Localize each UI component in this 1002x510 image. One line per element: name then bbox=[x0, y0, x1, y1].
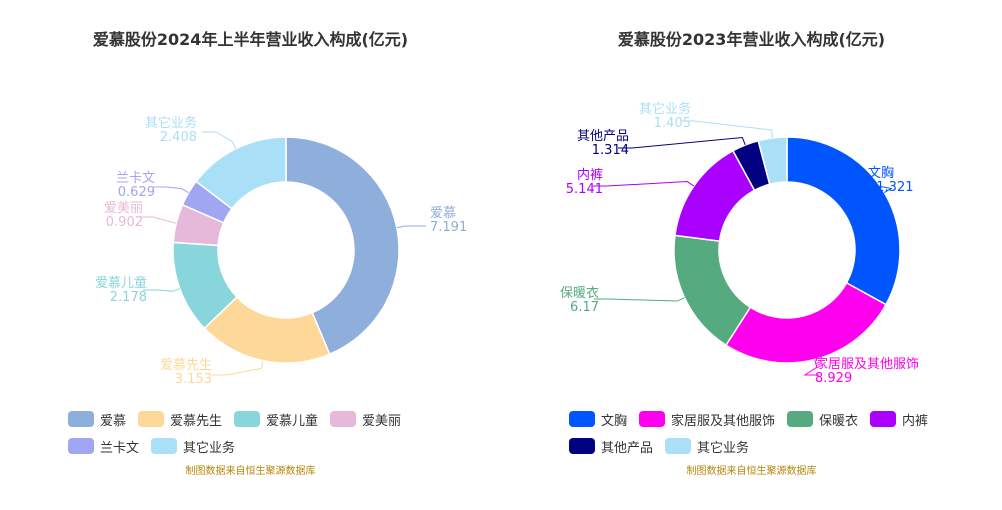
legend-item[interactable]: 保暖衣 bbox=[787, 410, 859, 429]
legend-label: 爱慕 bbox=[100, 413, 127, 429]
chart-legend: 文胸 家居服及其他服饰 保暖衣 内裤其他产品 其它业务 bbox=[569, 410, 989, 464]
leader-line bbox=[618, 137, 746, 149]
donut-slice-1 bbox=[285, 136, 400, 356]
legend-item[interactable]: 家居服及其他服饰 bbox=[639, 410, 776, 429]
leader-line bbox=[593, 181, 695, 187]
leader-line bbox=[152, 186, 189, 194]
slice-value: 2.178 bbox=[110, 290, 147, 305]
legend-label: 其他产品 bbox=[601, 440, 654, 456]
slice-value: 8.929 bbox=[815, 371, 852, 386]
legend-item[interactable]: 文胸 bbox=[569, 410, 628, 429]
legend-swatch bbox=[569, 438, 595, 454]
leader-line bbox=[594, 297, 685, 302]
slice-value: 6.17 bbox=[570, 300, 599, 315]
leader-line bbox=[396, 225, 426, 229]
slice-label: 兰卡文 bbox=[116, 171, 155, 186]
source-note: 制图数据来自恒生聚源数据库 bbox=[686, 466, 817, 477]
slice-label: 家居服及其他服饰 bbox=[815, 356, 919, 372]
slice-value: 0.629 bbox=[118, 185, 155, 200]
legend-swatch bbox=[870, 411, 897, 427]
slice-value: 7.191 bbox=[430, 220, 467, 235]
slice-value: 11.321 bbox=[868, 180, 914, 195]
slice-value: 1.405 bbox=[654, 116, 691, 131]
slice-label: 爱美丽 bbox=[104, 201, 143, 216]
legend-swatch bbox=[138, 411, 165, 427]
legend-label: 爱美丽 bbox=[362, 413, 402, 429]
legend-label: 其它业务 bbox=[697, 440, 750, 456]
leader-line bbox=[139, 216, 177, 224]
slice-label: 内裤 bbox=[577, 167, 603, 183]
chart-legend: 爱慕 爱慕先生 爱慕儿童 爱美丽兰卡文 其它业务 bbox=[68, 410, 488, 464]
legend-label: 其它业务 bbox=[183, 440, 236, 456]
legend-label: 文胸 bbox=[601, 413, 628, 429]
chart-panel-2024h1: 爱慕股份2024年上半年营业收入构成(亿元) 爱慕 7.191 爱慕先生 3.153 爱… bbox=[68, 30, 488, 477]
legend-swatch bbox=[639, 411, 666, 427]
legend-label: 内裤 bbox=[902, 413, 929, 429]
legend-swatch bbox=[665, 438, 692, 454]
legend-swatch bbox=[151, 438, 178, 454]
legend-swatch bbox=[787, 411, 814, 427]
legend-swatch bbox=[68, 438, 94, 454]
chart-panel-2023: 爱慕股份2023年营业收入构成(亿元) 文胸 11.321 家居服及其他服饰 8.92… bbox=[501, 0, 1002, 510]
legend-item[interactable]: 内裤 bbox=[870, 410, 929, 429]
chart-title: 爱慕股份2024年上半年营业收入构成(亿元) bbox=[92, 30, 409, 49]
legend-item[interactable]: 其它业务 bbox=[665, 437, 750, 456]
legend-item[interactable]: 兰卡文 bbox=[68, 437, 140, 456]
leader-line bbox=[202, 131, 237, 149]
legend-item[interactable]: 爱慕先生 bbox=[138, 410, 223, 429]
legend-label: 家居服及其他服饰 bbox=[671, 413, 776, 429]
slice-label: 其他产品 bbox=[577, 129, 629, 144]
slice-label: 保暖衣 bbox=[560, 285, 599, 301]
legend-item[interactable]: 爱慕儿童 bbox=[234, 410, 319, 429]
legend-item[interactable]: 其它业务 bbox=[151, 437, 236, 456]
leader-line bbox=[680, 120, 773, 138]
donut-slice-2 bbox=[724, 281, 887, 364]
slice-value: 5.141 bbox=[566, 182, 603, 197]
legend-item[interactable]: 其他产品 bbox=[569, 437, 654, 456]
slice-label: 爱慕儿童 bbox=[95, 275, 147, 291]
legend-swatch bbox=[234, 411, 261, 427]
source-note: 制图数据来自恒生聚源数据库 bbox=[185, 466, 316, 477]
leader-line bbox=[860, 182, 893, 193]
legend-swatch bbox=[68, 411, 94, 427]
slice-value: 1.314 bbox=[592, 143, 629, 158]
legend-item[interactable]: 爱美丽 bbox=[330, 410, 402, 429]
leader-line bbox=[212, 360, 264, 376]
legend-label: 兰卡文 bbox=[100, 440, 140, 456]
slice-label: 其它业务 bbox=[145, 115, 197, 131]
slice-label: 文胸 bbox=[868, 166, 894, 181]
legend-swatch bbox=[569, 411, 595, 427]
legend-label: 保暖衣 bbox=[819, 413, 859, 429]
slice-label: 爱慕先生 bbox=[160, 358, 212, 373]
legend-label: 爱慕儿童 bbox=[266, 413, 319, 429]
slice-value: 0.902 bbox=[106, 215, 143, 230]
legend-item[interactable]: 爱慕 bbox=[68, 410, 127, 429]
donut-slice-6 bbox=[195, 136, 287, 210]
legend-swatch bbox=[330, 411, 357, 427]
leader-line bbox=[143, 288, 180, 292]
slice-label: 爱慕 bbox=[430, 206, 456, 221]
slice-label: 其它业务 bbox=[639, 101, 691, 117]
donut-slice-6 bbox=[757, 136, 788, 186]
legend-label: 爱慕先生 bbox=[170, 413, 223, 429]
slice-value: 3.153 bbox=[175, 372, 212, 387]
slice-value: 2.408 bbox=[160, 130, 197, 145]
donut-chart: 文胸11.321家居服及其他服饰8.929保暖衣6.17内裤5.141其他产品1… bbox=[560, 101, 919, 386]
donut-slice-1 bbox=[786, 136, 901, 306]
leader-line bbox=[803, 359, 819, 376]
chart-title: 爱慕股份2023年营业收入构成(亿元) bbox=[617, 30, 886, 49]
